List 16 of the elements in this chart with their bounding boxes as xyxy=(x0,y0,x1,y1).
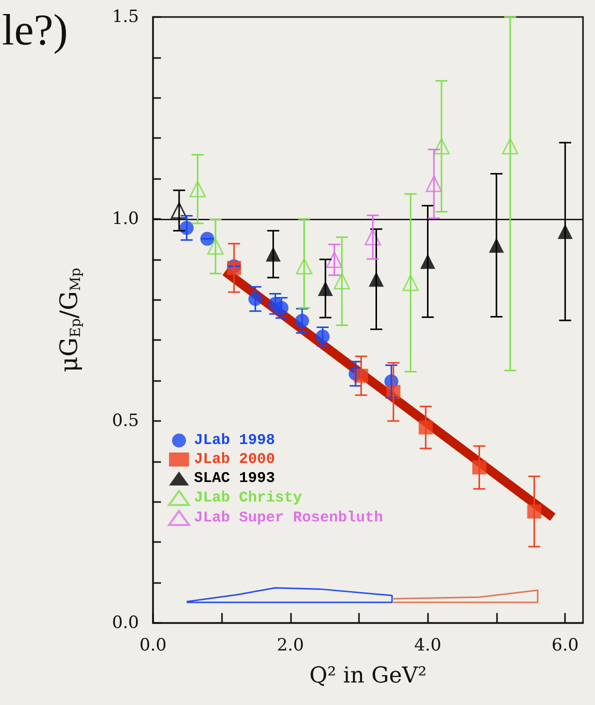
x-tick-label: 2.0 xyxy=(276,636,304,656)
x-axis-title: Q² in GeV² xyxy=(309,664,427,688)
legend-label: JLab Super Rosenbluth xyxy=(194,510,384,526)
legend-label: JLab 1998 xyxy=(194,432,276,449)
x-tick-label: 4.0 xyxy=(414,636,442,656)
text: le?) xyxy=(2,6,68,54)
x-tick-label: 6.0 xyxy=(552,636,579,656)
y-tick-label: 1.0 xyxy=(112,209,139,229)
y-tick-label: 0.0 xyxy=(112,613,139,633)
legend-label: JLab 2000 xyxy=(194,451,276,468)
legend-label: JLab Christy xyxy=(194,490,302,506)
y-tick-label: 1.5 xyxy=(112,7,139,27)
y-axis-title: μGEp/GMp xyxy=(55,268,84,372)
x-tick-label: 0.0 xyxy=(139,636,167,656)
legend-label: SLAC 1993 xyxy=(194,470,276,487)
y-tick-label: 0.5 xyxy=(112,411,139,431)
